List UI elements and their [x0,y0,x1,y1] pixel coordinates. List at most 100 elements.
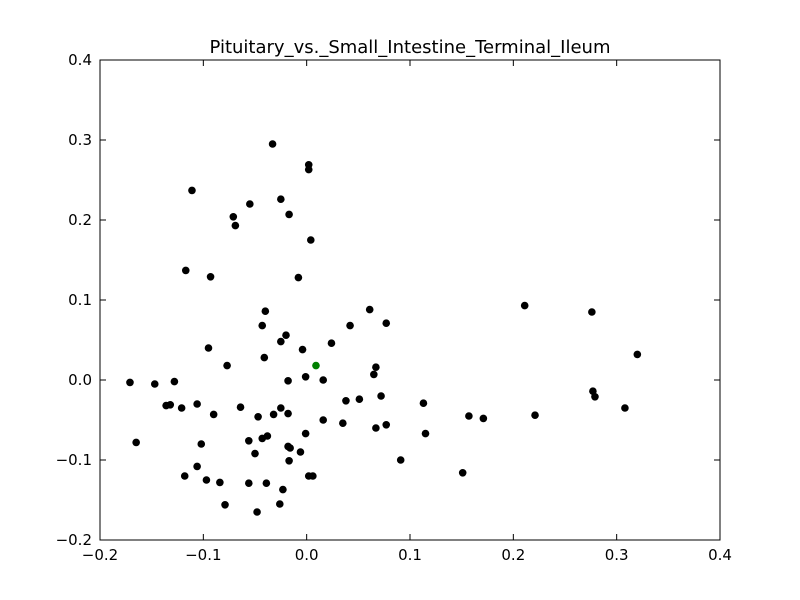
data-point [319,376,328,384]
data-point [209,410,218,419]
data-point [261,307,270,316]
data-point [304,165,313,174]
data-point [355,395,364,404]
data-point [465,412,473,420]
data-point [531,411,539,420]
data-point [253,508,261,516]
x-tick-label: 0.0 [295,546,319,564]
data-point [221,501,229,509]
data-point [382,319,391,328]
data-point [458,469,467,477]
points-layer [126,140,642,516]
data-point [588,308,596,316]
data-point [421,429,430,438]
data-point [365,305,374,314]
data-point [296,448,305,456]
data-point [204,344,213,352]
data-point [633,350,642,359]
y-tick-label: −0.2 [56,531,92,549]
x-tick-label: 0.3 [605,546,629,564]
data-point [269,410,278,419]
data-point [170,377,179,386]
data-point [307,236,315,244]
data-point [132,438,140,447]
data-point [277,404,285,412]
data-point [245,437,253,445]
data-point [277,195,285,203]
data-point [197,440,206,448]
data-point [268,140,277,148]
data-point [327,339,336,348]
data-point [166,401,175,409]
data-point [285,210,293,219]
data-point [396,456,405,464]
chart-title: Pituitary_vs._Small_Intestine_Terminal_I… [210,37,611,58]
y-tick-label: 0.2 [68,211,92,229]
data-point [177,404,186,412]
highlight-point [312,361,320,370]
data-point [216,478,224,487]
data-point [202,476,211,484]
data-point [206,273,215,281]
data-point [223,361,231,370]
data-point [262,479,271,488]
data-point [419,399,428,408]
data-point [621,404,629,412]
data-point [301,429,310,438]
data-point [377,392,385,400]
data-point [319,416,328,424]
data-point [520,301,529,310]
data-point [479,414,488,423]
y-tick-label: 0.4 [68,51,92,69]
y-tick-label: −0.1 [56,451,92,469]
data-point [591,393,599,401]
data-point [236,403,245,412]
x-tick-label: 0.2 [501,546,525,564]
y-tick-label: 0.1 [68,291,92,309]
data-point [301,373,310,381]
data-point [294,273,303,282]
data-point [246,200,254,208]
plot-frame [99,59,721,541]
data-point [260,353,269,362]
data-point [193,400,201,408]
data-point [251,449,259,458]
y-tick-label: 0.0 [68,371,92,389]
data-point [339,419,347,428]
data-point [245,479,253,488]
data-point [150,380,159,388]
y-tick-label: 0.3 [68,131,92,149]
x-tick-label: 0.4 [708,546,732,564]
x-tick-label: −0.2 [82,546,118,564]
data-point [181,266,190,275]
data-point [284,409,292,418]
data-point [372,424,380,432]
data-point [193,462,201,471]
ticks-layer: −0.2 −0.1 0.0 0.1 0.2 0.3 0.4 −0.2 −0.1 0.0 0.1 0.2… [56,51,732,564]
data-point [372,363,380,372]
data-point [254,413,262,421]
data-point [188,186,196,195]
data-point [277,337,285,346]
data-point [258,434,267,443]
data-point [231,221,240,230]
x-tick-label: 0.1 [398,546,422,564]
data-point [370,370,378,379]
data-point [286,444,294,452]
data-point [279,485,287,494]
data-point [282,331,290,340]
data-point [382,421,391,429]
data-point [309,472,317,480]
data-point [342,397,350,405]
data-point [284,377,292,385]
data-point [180,472,189,480]
data-point [258,321,267,330]
data-point [276,500,284,508]
data-point [285,457,293,465]
data-point [126,378,134,387]
x-tick-label: −0.1 [185,546,221,564]
data-point [346,321,354,330]
data-point [229,213,238,221]
